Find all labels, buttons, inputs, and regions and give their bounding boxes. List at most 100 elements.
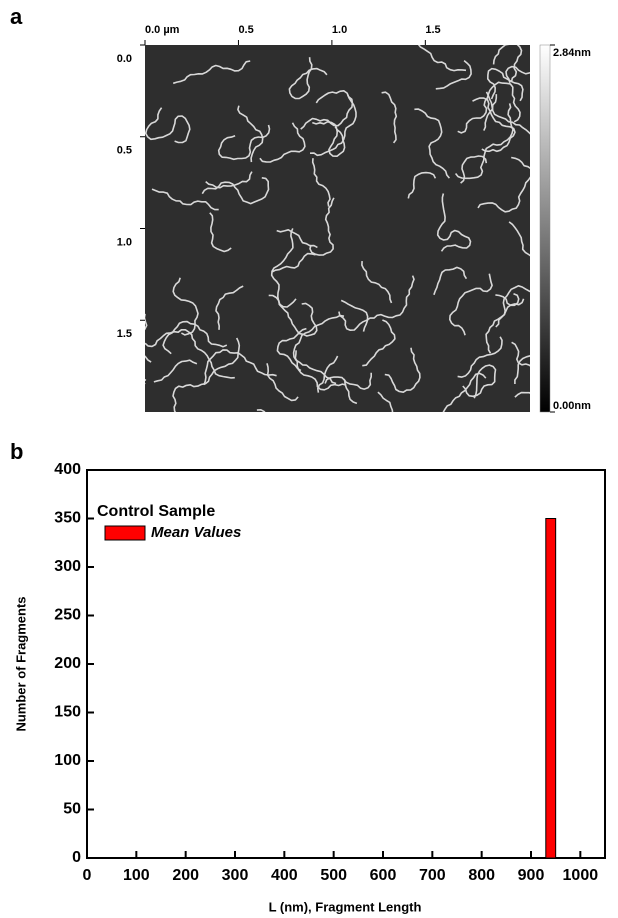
y-tick-label: 0 xyxy=(72,849,81,866)
strand xyxy=(457,81,521,134)
strand xyxy=(153,359,198,383)
strand xyxy=(514,354,530,384)
strand xyxy=(505,65,530,84)
strand xyxy=(300,90,354,130)
strand xyxy=(259,122,306,163)
strand xyxy=(268,294,318,337)
strand xyxy=(511,341,530,398)
strand xyxy=(460,155,488,184)
bar xyxy=(545,518,557,859)
strand xyxy=(145,382,146,385)
strand xyxy=(508,221,530,257)
y-tick-label: 1.0 xyxy=(117,236,132,248)
x-tick-label: 400 xyxy=(271,867,298,884)
afm-image xyxy=(145,45,530,412)
y-tick-label: 50 xyxy=(63,801,81,818)
strand xyxy=(288,57,328,100)
legend-label: Mean Values xyxy=(151,524,241,541)
strand xyxy=(151,188,219,211)
x-tick-label: 0 xyxy=(83,867,92,884)
strand xyxy=(145,313,152,363)
y-tick-label: 300 xyxy=(54,558,81,575)
strand xyxy=(203,349,277,386)
strand xyxy=(172,337,241,412)
strand xyxy=(477,156,530,213)
y-tick-label: 150 xyxy=(54,704,81,721)
strand xyxy=(256,409,266,412)
strand xyxy=(145,107,191,144)
strand xyxy=(266,363,299,402)
y-tick-label: 350 xyxy=(54,510,81,527)
strand xyxy=(407,171,437,199)
strand xyxy=(377,391,394,412)
y-tick-label: 1.5 xyxy=(117,328,132,340)
strand xyxy=(215,285,244,330)
strand xyxy=(276,327,307,372)
strand xyxy=(381,91,398,144)
strand xyxy=(414,108,451,179)
strand xyxy=(417,45,467,72)
strand xyxy=(361,261,393,304)
y-tick-label: 250 xyxy=(54,607,81,624)
strand xyxy=(311,158,331,207)
strand xyxy=(435,59,472,90)
x-tick-label: 500 xyxy=(320,867,347,884)
strand xyxy=(309,94,357,157)
strand xyxy=(309,197,335,256)
strand xyxy=(172,277,199,336)
x-tick-label: 1.5 xyxy=(425,24,440,36)
strand xyxy=(270,228,297,308)
x-tick-label: 1.0 xyxy=(332,24,347,36)
strand xyxy=(485,91,530,135)
strand xyxy=(209,212,232,253)
strand xyxy=(436,193,472,252)
strand xyxy=(343,372,372,390)
strand xyxy=(495,298,525,328)
x-tick-label: 300 xyxy=(222,867,249,884)
strand xyxy=(338,275,415,331)
afm-strands xyxy=(145,45,530,412)
colorbar-label: 0.00nm xyxy=(553,400,591,412)
x-tick-label: 900 xyxy=(518,867,545,884)
x-tick-label: 0.5 xyxy=(238,24,253,36)
colorbar xyxy=(539,44,551,413)
strand xyxy=(433,266,468,296)
x-tick-label: 800 xyxy=(468,867,495,884)
strand xyxy=(162,320,228,355)
strand xyxy=(462,364,497,399)
strand xyxy=(276,229,318,249)
strand xyxy=(145,379,147,381)
x-tick-label: 100 xyxy=(123,867,150,884)
strand xyxy=(485,285,530,354)
strand xyxy=(449,273,493,336)
strand xyxy=(205,171,253,189)
colorbar-label: 2.84nm xyxy=(553,47,591,59)
y-tick-label: 200 xyxy=(54,655,81,672)
strand xyxy=(492,45,523,83)
x-axis-label: L (nm), Fragment Length xyxy=(269,899,422,914)
strand xyxy=(457,336,503,378)
panel-label: b xyxy=(10,439,23,464)
x-tick-label: 600 xyxy=(370,867,397,884)
strand xyxy=(271,252,316,273)
x-tick-label: 200 xyxy=(172,867,199,884)
legend-title: Control Sample xyxy=(97,503,215,520)
strand xyxy=(217,124,271,161)
x-tick-label: 0.0 µm xyxy=(145,24,180,36)
strand xyxy=(340,299,369,332)
strand xyxy=(362,319,396,367)
strand xyxy=(294,350,347,391)
y-tick-label: 100 xyxy=(54,752,81,769)
y-tick-label: 0.0 xyxy=(117,53,132,65)
strand xyxy=(384,347,421,393)
strand xyxy=(292,314,345,385)
strand xyxy=(237,105,264,163)
y-axis-label: Number of Fragments xyxy=(13,596,28,731)
panel-label: a xyxy=(10,4,23,29)
strand xyxy=(317,355,339,393)
strand xyxy=(312,121,346,157)
y-tick-label: 400 xyxy=(54,461,81,478)
x-tick-label: 700 xyxy=(419,867,446,884)
strand xyxy=(145,329,235,379)
